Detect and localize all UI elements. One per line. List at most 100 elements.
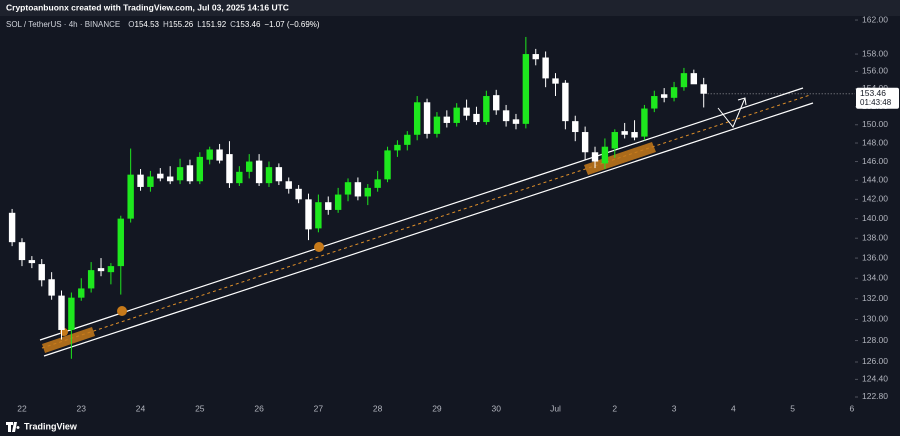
candle-body [631, 132, 638, 138]
y-tick-label: 130.00 [862, 314, 888, 324]
candle-body [364, 187, 371, 197]
candle-body [315, 202, 322, 229]
x-tick-label: 24 [136, 403, 146, 413]
legend-text: SOL / TetherUS · 4h · BINANCE O154.53 H155… [6, 20, 320, 29]
candle-body [601, 146, 609, 164]
candle-body [384, 150, 391, 180]
candle-body [433, 116, 441, 134]
footer-bar [0, 418, 900, 436]
candle-body [295, 188, 302, 200]
y-tick-label: 148.00 [862, 137, 888, 147]
candle-body [246, 161, 253, 172]
y-tick-label: 156.00 [862, 66, 888, 76]
candle-body [552, 78, 559, 84]
candle-body [651, 96, 658, 109]
candle-body [532, 54, 539, 60]
y-tick-label: 146.00 [862, 156, 888, 166]
x-tick-label: 5 [790, 403, 795, 413]
candle-body [404, 134, 411, 145]
candle-body [206, 149, 213, 160]
footer: TradingView [0, 418, 900, 436]
y-tick-label: 134.00 [862, 272, 888, 282]
candles [8, 36, 707, 359]
candle-body [186, 165, 194, 182]
candle-body [512, 119, 520, 124]
ohlc-value: 154.53 [135, 20, 160, 29]
candle-body [473, 113, 480, 123]
credit: Cryptoanbuonx created with TradingView.c… [6, 2, 289, 12]
candle-body [255, 160, 263, 184]
x-tick-label: 25 [195, 403, 205, 413]
x-tick-label: 23 [77, 403, 87, 413]
candle-body [493, 95, 500, 111]
candle-body [354, 182, 362, 197]
y-tick-label: 128.00 [862, 335, 888, 345]
candle-body [196, 156, 204, 182]
y-tick-label: 140.00 [862, 213, 888, 223]
countdown: 01:43:48 [860, 98, 892, 107]
x-tick-label: 28 [373, 403, 383, 413]
ohlc-label: C [230, 20, 236, 29]
channel-lower [43, 102, 814, 357]
x-tick-label: 26 [254, 403, 264, 413]
x-tick-label: 27 [314, 403, 324, 413]
brand-logo [6, 422, 20, 432]
candle-body [305, 199, 312, 230]
candle-body [344, 182, 352, 195]
ohlc-value: 153.46 [236, 20, 261, 29]
candle-body [502, 110, 510, 122]
y-tick-label: 122.80 [862, 391, 888, 401]
x-tick-label: 2 [612, 403, 617, 413]
last-price-box [856, 87, 899, 109]
y-tick-label: 138.00 [862, 232, 888, 242]
x-tick-label: 6 [850, 403, 855, 413]
y-tick-label: 142.00 [862, 194, 888, 204]
candle-body [216, 149, 223, 161]
candle-body [463, 107, 470, 116]
y-tick-label: 126.00 [862, 356, 888, 366]
candle-body [542, 57, 549, 79]
candle-body [690, 73, 698, 85]
x-tick-label: Jul [550, 403, 561, 413]
candle-body [641, 108, 648, 137]
y-tick-label: 150.00 [862, 119, 888, 129]
candle-body [453, 107, 460, 123]
candle-body [275, 167, 283, 182]
channel-mid [41, 94, 811, 349]
ohlc-label: O [128, 20, 134, 29]
candle-body [117, 218, 124, 267]
candle-body [394, 144, 401, 151]
x-tick-label: 4 [731, 403, 736, 413]
arrow-head [737, 97, 747, 106]
candle-body [611, 132, 618, 149]
zone-1 [42, 327, 95, 353]
candle-body [68, 297, 75, 330]
candle-body [572, 121, 579, 133]
candle-body [38, 264, 45, 281]
y-tick-label: 136.00 [862, 252, 888, 262]
header-bar [0, 0, 900, 16]
candle-body [48, 279, 55, 296]
candle-body [413, 102, 421, 135]
candle-body [423, 102, 431, 134]
candle-body [137, 174, 144, 187]
candle-body [18, 242, 26, 261]
symbol: SOL / TetherUS · 4h · BINANCE [6, 20, 120, 29]
path-arrow [717, 97, 746, 128]
ohlc-value: 155.26 [169, 20, 194, 29]
brand: TradingView [24, 421, 78, 431]
ohlc-value: 151.92 [202, 20, 227, 29]
y-tick-label: 124.40 [862, 374, 888, 384]
candle-body [325, 202, 332, 210]
candle-body [581, 132, 589, 153]
candle-body [591, 152, 599, 162]
x-tick-label: 29 [432, 403, 442, 413]
candle-body [621, 131, 628, 135]
x-tick-label: 30 [491, 403, 501, 413]
candle-body [443, 116, 451, 123]
candle-body [176, 167, 184, 181]
candle-body [522, 54, 530, 124]
candle-body [660, 94, 668, 98]
touch-1 [117, 306, 127, 316]
